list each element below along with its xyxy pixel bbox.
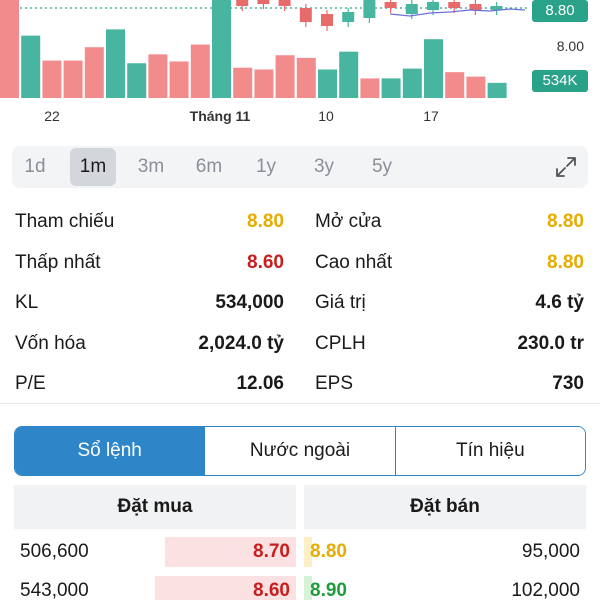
chart-canvas [0,0,528,98]
volume-bar [402,68,422,98]
tab-signals[interactable]: Tín hiệu [395,427,585,475]
timeframe-6m[interactable]: 6m [195,156,223,177]
price-axis-label: 8.00 [556,38,584,54]
stat-trade-value: 4.6 tỷ [535,292,584,313]
bid-price[interactable]: 8.60 [253,580,290,600]
volume-bar [466,76,486,98]
volume-bar [42,60,62,98]
timeframe-3m[interactable]: 3m [137,156,165,177]
candle-body [448,2,461,8]
stat-pe-value: 12.06 [236,373,284,394]
stat-eps-label: EPS [315,373,354,394]
stat-low-label: Thấp nhất [15,252,101,273]
ask-price[interactable]: 8.90 [310,580,347,600]
price-chart[interactable]: 8.80 8.00 534K 22 Tháng 11 10 17 [0,0,600,132]
candle-body [490,6,503,10]
stat-volume-label: KL [15,292,39,313]
volume-bar [275,55,295,98]
volume-bar [190,44,210,98]
x-tick-label: 17 [423,108,439,124]
stat-low-value: 8.60 [247,252,284,273]
volume-bar [360,78,380,98]
stat-market-cap-value: 2,024.0 tỷ [198,333,284,354]
ask-price[interactable]: 8.80 [310,541,347,562]
ask-header: Đặt bán [304,485,586,529]
timeframe-selector: 1d 1m 3m 6m 1y 3y 5y [12,146,588,188]
candle-body [469,4,482,10]
stat-trade-value-label: Giá trị [315,292,366,313]
candle-body [321,14,333,26]
timeframe-1d[interactable]: 1d [24,156,46,177]
volume-bar [445,72,465,98]
ask-depth-bar [304,537,312,567]
tab-foreign[interactable]: Nước ngoài [205,427,396,475]
stat-pe-label: P/E [15,373,46,394]
volume-bar [381,78,401,98]
stat-high-label: Cao nhất [315,252,393,273]
divider [0,403,600,404]
bid-volume: 506,600 [20,541,89,562]
candle-body [257,0,270,4]
volume-bar [339,51,359,98]
volume-bar [487,82,507,98]
expand-icon[interactable] [554,155,578,179]
bid-volume: 543,000 [20,580,89,600]
volume-bar [21,35,41,98]
current-volume-tag: 534K [532,70,588,92]
stat-market-cap-label: Vốn hóa [15,333,86,354]
timeframe-1y[interactable]: 1y [255,156,277,177]
candle-body [342,12,355,22]
stat-shares-value: 230.0 tr [517,333,584,354]
volume-bar [84,47,104,98]
stat-ref-value: 8.80 [247,211,284,232]
tab-order-book[interactable]: Sổ lệnh [15,427,206,475]
stat-ref-label: Tham chiếu [15,211,115,232]
bid-price[interactable]: 8.70 [253,541,290,562]
volume-bar [233,67,253,98]
bid-depth-bar [165,537,296,567]
moving-average-line [389,8,526,17]
stat-open-label: Mở cửa [315,211,382,232]
volume-bar [254,69,274,98]
detail-tabs: Sổ lệnh Nước ngoài Tín hiệu [14,426,586,476]
x-tick-label: 22 [44,108,60,124]
candle-body [427,2,439,10]
volume-bar [424,39,443,98]
stat-open-value: 8.80 [547,211,584,232]
ask-depth-bar [304,576,312,600]
current-price-tag: 8.80 [532,0,588,22]
volume-bar [169,61,189,98]
timeframe-3y[interactable]: 3y [313,156,335,177]
candle-body [299,8,312,22]
volume-bar [106,29,125,98]
volume-bar [296,57,316,98]
timeframe-5y[interactable]: 5y [371,156,393,177]
volume-bar [212,0,231,98]
candle-body [384,2,397,8]
timeframe-1m[interactable]: 1m [70,148,116,186]
volume-bar [63,60,83,98]
bid-depth-bar [155,576,296,600]
x-tick-label-month: Tháng 11 [189,108,251,124]
stat-eps-value: 730 [552,373,584,394]
volume-bar [0,0,19,98]
volume-bar [148,54,168,98]
bid-header: Đặt mua [14,485,296,529]
volume-bar [318,69,337,98]
ask-volume: 95,000 [521,541,580,562]
candle-body [278,0,291,6]
volume-bar [127,63,147,98]
candle-body [405,4,418,14]
stat-high-value: 8.80 [547,252,584,273]
ask-volume: 102,000 [511,580,580,600]
x-tick-label: 10 [318,108,334,124]
candle-body [236,0,249,6]
stat-shares-label: CPLH [315,333,366,354]
stat-volume-value: 534,000 [215,292,284,313]
candle-body [363,0,376,18]
